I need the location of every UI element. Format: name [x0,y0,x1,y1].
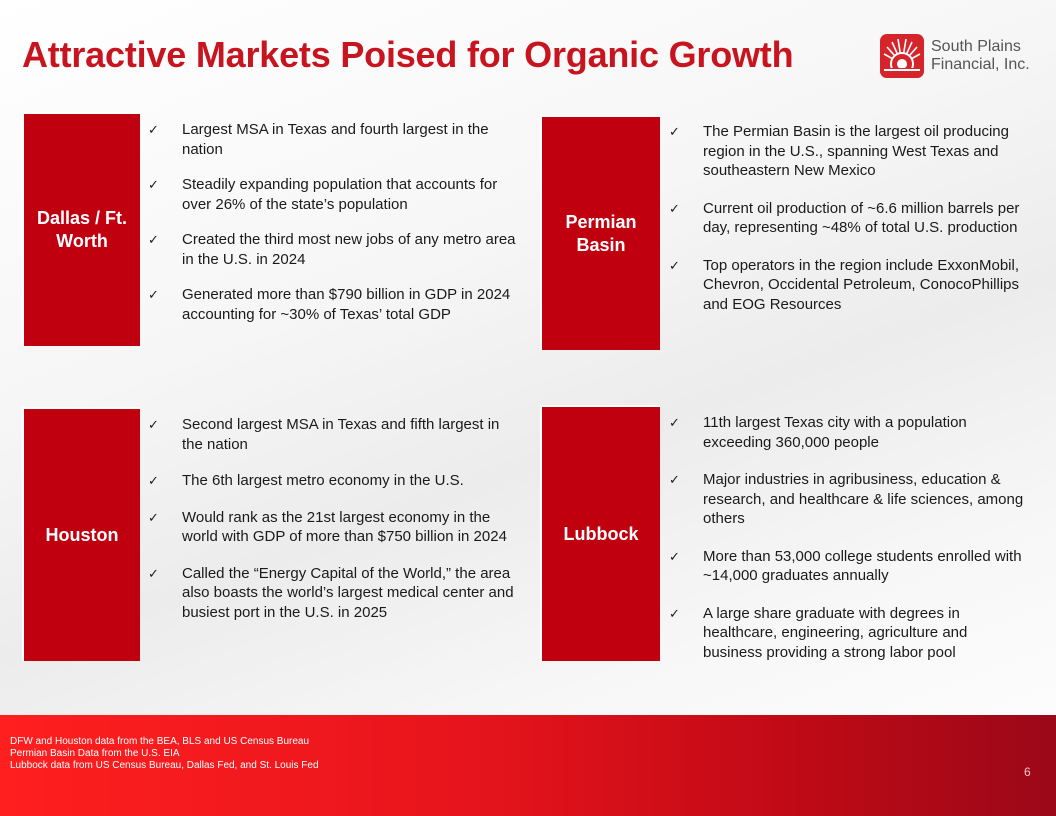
checkmark-icon: ✓ [669,200,680,216]
page-title: Attractive Markets Poised for Organic Gr… [22,34,794,75]
market-label-lubbock: Lubbock [540,405,660,661]
list-item: ✓ A large share graduate with degrees in … [669,604,968,661]
logo-line-1: South Plains [931,38,1021,55]
market-label-permian: Permian Basin [540,115,660,350]
list-item: ✓ Called the “Energy Capital of the World… [148,564,514,621]
source-note: Permian Basin Data from the U.S. EIA [10,748,180,759]
checkmark-icon: ✓ [148,417,159,432]
bullet-list-dallas: ✓ Largest MSA in Texas and fourth largest… [148,120,518,324]
checkmark-icon: ✓ [669,605,680,621]
list-item: ✓ Current oil production of ~6.6 million … [669,199,1020,237]
footer-band: DFW and Houston data from the BEA, BLS a… [0,715,1056,816]
list-item: ✓ Second largest MSA in Texas and fifth l… [148,416,500,453]
checkmark-icon: ✓ [148,565,159,581]
list-item: ✓ Largest MSA in Texas and fourth largest… [148,121,489,158]
checkmark-icon: ✓ [669,257,680,273]
logo-wordmark: South Plains Financial, Inc. [931,38,1030,74]
source-note: Lubbock data from US Census Bureau, Dall… [10,760,319,771]
list-item: ✓ The Permian Basin is the largest oil pr… [669,123,1009,179]
list-item: ✓ Would rank as the 21st largest economy … [148,508,507,546]
checkmark-icon: ✓ [148,177,159,192]
list-item: ✓ Top operators in the region include Exx… [669,256,1020,313]
list-item: ✓ Created the third most new jobs of any … [148,231,516,268]
market-label-dallas: Dallas / Ft. Worth [22,112,140,346]
checkmark-icon: ✓ [669,472,680,487]
bullet-list-permian: ✓ The Permian Basin is the largest oil pr… [669,122,1029,314]
page-number: 6 [1024,765,1031,779]
list-item: ✓ The 6th largest metro economy in the U.… [148,472,464,489]
checkmark-icon: ✓ [669,548,680,564]
checkmark-icon: ✓ [148,509,159,525]
checkmark-icon: ✓ [148,122,159,137]
list-item: ✓ 11th largest Texas city with a populati… [669,414,967,451]
checkmark-icon: ✓ [669,415,680,430]
checkmark-icon: ✓ [669,124,680,139]
bullet-list-houston: ✓ Second largest MSA in Texas and fifth l… [148,415,518,622]
checkmark-icon: ✓ [148,232,159,247]
company-logo: South Plains Financial, Inc. [880,34,1050,80]
source-notes: DFW and Houston data from the BEA, BLS a… [10,736,319,772]
sunburst-logo-icon [880,34,924,78]
checkmark-icon: ✓ [148,473,159,488]
list-item: ✓ More than 53,000 college students enrol… [669,547,1022,585]
market-label-houston: Houston [22,407,140,661]
bullet-list-lubbock: ✓ 11th largest Texas city with a populati… [669,413,1029,662]
logo-line-2: Financial, Inc. [931,56,1030,73]
source-note: DFW and Houston data from the BEA, BLS a… [10,736,310,747]
list-item: ✓ Major industries in agribusiness, educa… [669,471,1024,527]
checkmark-icon: ✓ [148,287,159,302]
list-item: ✓ Steadily expanding population that acco… [148,176,498,213]
list-item: ✓ Generated more than $790 billion in GDP… [148,286,511,323]
